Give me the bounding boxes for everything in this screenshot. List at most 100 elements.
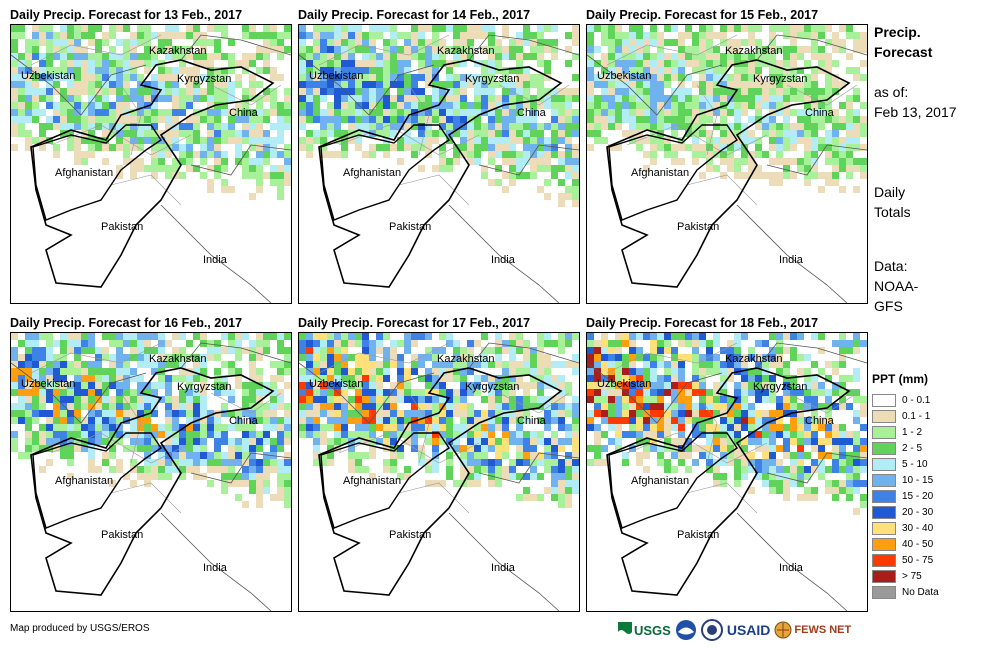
precip-cell [846, 53, 853, 60]
precip-cell [327, 39, 334, 46]
precip-cell [558, 193, 565, 200]
precip-cell [109, 109, 116, 116]
precip-cell [362, 361, 369, 368]
precip-cell [755, 39, 762, 46]
precip-cell [481, 452, 488, 459]
precip-cell [151, 46, 158, 53]
precip-cell [362, 67, 369, 74]
precip-cell [811, 158, 818, 165]
precip-cell [706, 81, 713, 88]
precip-cell [706, 361, 713, 368]
precip-cell [439, 46, 446, 53]
precip-cell [509, 172, 516, 179]
precip-cell [748, 53, 755, 60]
precip-cell [102, 116, 109, 123]
precip-cell [60, 333, 67, 340]
precip-cell [537, 340, 544, 347]
precip-cell [60, 109, 67, 116]
precip-cell [537, 494, 544, 501]
precip-cell [144, 389, 151, 396]
precip-cell [116, 382, 123, 389]
precip-cell [418, 410, 425, 417]
precip-cell [699, 361, 706, 368]
precip-cell [685, 403, 692, 410]
precip-cell [467, 480, 474, 487]
precip-cell [601, 347, 608, 354]
precip-cell [678, 74, 685, 81]
precip-cell [88, 459, 95, 466]
precip-cell [460, 53, 467, 60]
precip-cell [650, 347, 657, 354]
country-label-china: China [517, 415, 546, 427]
precip-cell [537, 74, 544, 81]
precip-cell [284, 333, 291, 340]
precip-cell [594, 410, 601, 417]
precip-cell [404, 368, 411, 375]
precip-cell [306, 431, 313, 438]
precip-cell [587, 333, 594, 340]
precip-cell [376, 333, 383, 340]
precip-cell [348, 452, 355, 459]
precip-cell [39, 424, 46, 431]
precip-cell [713, 431, 720, 438]
precip-cell [734, 424, 741, 431]
precip-cell [516, 60, 523, 67]
precip-cell [741, 130, 748, 137]
precip-cell [636, 25, 643, 32]
precip-cell [783, 480, 790, 487]
precip-cell [629, 95, 636, 102]
precip-cell [355, 25, 362, 32]
precip-cell [727, 144, 734, 151]
precip-cell [130, 158, 137, 165]
precip-cell [172, 347, 179, 354]
precip-cell [369, 116, 376, 123]
precip-cell [418, 39, 425, 46]
precip-cell [685, 438, 692, 445]
precip-cell [284, 473, 291, 480]
precip-cell [320, 396, 327, 403]
precip-cell [284, 382, 291, 389]
precip-cell [404, 417, 411, 424]
precip-cell [200, 382, 207, 389]
precip-cell [846, 109, 853, 116]
precip-cell [102, 396, 109, 403]
precip-cell [397, 81, 404, 88]
precip-cell [741, 81, 748, 88]
precip-cell [776, 67, 783, 74]
precip-cell [481, 144, 488, 151]
precip-cell [804, 46, 811, 53]
precip-cell [165, 459, 172, 466]
precip-cell [650, 382, 657, 389]
precip-cell [130, 46, 137, 53]
precip-cell [832, 32, 839, 39]
precip-cell [32, 438, 39, 445]
precip-cell [685, 123, 692, 130]
precip-cell [341, 347, 348, 354]
precip-cell [622, 389, 629, 396]
precip-cell [348, 53, 355, 60]
precip-cell [664, 109, 671, 116]
precip-cell [558, 375, 565, 382]
precip-cell [495, 130, 502, 137]
precip-cell [362, 375, 369, 382]
precip-cell [123, 60, 130, 67]
precip-cell [214, 347, 221, 354]
precip-cell [685, 102, 692, 109]
precip-cell [544, 396, 551, 403]
precip-cell [797, 452, 804, 459]
precip-cell [67, 95, 74, 102]
precip-cell [769, 354, 776, 361]
precip-cell [720, 459, 727, 466]
precip-cell [460, 459, 467, 466]
precip-cell [334, 130, 341, 137]
precip-cell [467, 74, 474, 81]
precip-cell [207, 179, 214, 186]
precip-cell [523, 123, 530, 130]
precip-cell [853, 410, 860, 417]
precip-cell [811, 466, 818, 473]
precip-cell [523, 53, 530, 60]
precip-cell [797, 431, 804, 438]
precip-cell [123, 130, 130, 137]
precip-cell [692, 123, 699, 130]
precip-cell [608, 123, 615, 130]
